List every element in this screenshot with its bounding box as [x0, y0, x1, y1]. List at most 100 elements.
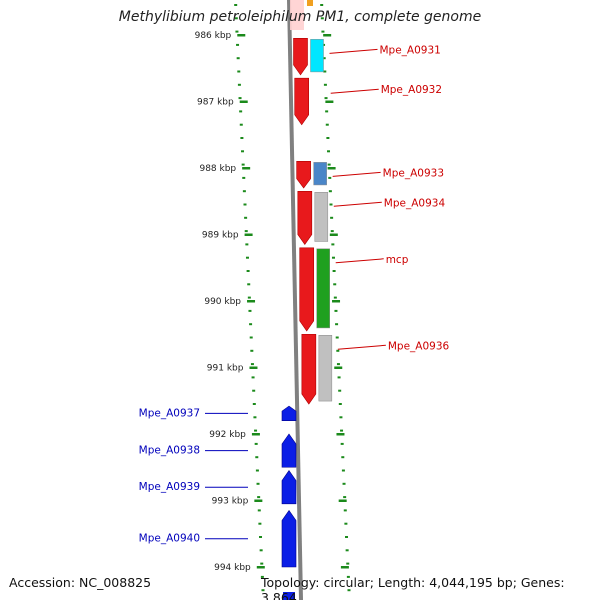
- gene-mpe-a0936-companion: [318, 335, 333, 402]
- scale-dot: [320, 17, 324, 20]
- scale-dot: [252, 403, 256, 405]
- scale-dot: [237, 70, 241, 73]
- scale-dot: [246, 270, 250, 272]
- gene-mpe-a0932-leader: [330, 88, 379, 94]
- scale-dot: [240, 137, 244, 139]
- major-tick-left: [254, 499, 263, 502]
- gene-mpe-a0932-label: Mpe_A0932: [381, 84, 442, 96]
- scale-dot: [237, 83, 241, 86]
- scale-dot: [347, 589, 351, 592]
- gene-mpe-a0934-arrow: [297, 190, 313, 245]
- scale-dot: [239, 110, 243, 113]
- gene-mpe-a0934-leader: [333, 201, 382, 207]
- scale-dot: [328, 176, 332, 179]
- scale-dot: [338, 389, 342, 392]
- scale-dot: [234, 4, 238, 6]
- major-tick-right: [336, 433, 345, 436]
- gene-mpe-a0933-label: Mpe_A0933: [383, 167, 444, 179]
- gene-mpe-a0933-leader: [332, 171, 381, 177]
- scale-dot: [252, 389, 256, 392]
- scale-dot: [245, 256, 249, 259]
- major-tick-left: [239, 100, 248, 103]
- scale-dot: [241, 163, 245, 166]
- major-tick-right: [327, 167, 336, 170]
- gene-mpe-a0940-label: Mpe_A0940: [139, 533, 200, 545]
- major-tick-right: [334, 366, 343, 369]
- scale-dot: [335, 336, 339, 339]
- major-tick-left: [247, 300, 256, 303]
- gene-fragment-bottom: [283, 592, 295, 600]
- scale-dot: [236, 43, 240, 46]
- major-tick-right: [338, 499, 347, 502]
- gene-mpe-a0934-companion: [314, 192, 329, 242]
- scale-dot: [331, 243, 335, 246]
- tick-label: 987 kbp: [197, 98, 234, 108]
- tick-label: 992 kbp: [209, 430, 246, 440]
- scale-dot: [259, 549, 263, 552]
- scale-dot: [343, 509, 347, 512]
- scale-dot: [243, 203, 247, 206]
- gene-mcp-arrow: [299, 247, 315, 332]
- genome-summary-text: Topology: circular; Length: 4,044,195 bp…: [261, 575, 565, 600]
- gene-mpe-a0934-label: Mpe_A0934: [384, 197, 446, 209]
- scale-dot: [331, 256, 335, 259]
- scale-dot: [345, 549, 349, 552]
- scale-dot: [257, 509, 261, 512]
- gene-mpe-a0936-leader: [337, 344, 386, 350]
- scale-dot: [249, 323, 253, 326]
- major-tick-left: [256, 566, 265, 569]
- scale-dot: [323, 70, 327, 73]
- tick-label: 989 kbp: [202, 231, 239, 241]
- scale-dot: [242, 190, 246, 193]
- scale-dot: [321, 30, 325, 33]
- scale-dot: [346, 562, 350, 565]
- scale-dot: [235, 30, 239, 33]
- scale-dot: [250, 349, 254, 352]
- accession-text: Accession: NC_008825: [9, 575, 152, 590]
- tick-label: 986 kbp: [195, 31, 232, 41]
- scale-dot: [343, 496, 347, 499]
- scale-dot: [325, 110, 329, 113]
- gene-mpe-a0940-arrow: [281, 509, 297, 568]
- tick-label: 988 kbp: [199, 164, 236, 174]
- scale-dot: [325, 123, 329, 126]
- scale-dot: [241, 150, 245, 153]
- inner-scale-dots: [320, 4, 351, 592]
- scale-dot: [242, 176, 246, 179]
- scale-dot: [332, 270, 336, 272]
- scale-dot: [328, 190, 332, 193]
- scale-dot: [260, 562, 264, 565]
- tick-label: 991 kbp: [207, 364, 244, 374]
- scale-dot: [254, 442, 258, 445]
- gene-mpe-a0933-arrow: [296, 161, 311, 189]
- scale-dot: [344, 522, 348, 525]
- scale-dot: [251, 376, 255, 379]
- scale-dot: [341, 456, 345, 459]
- scale-dot: [248, 309, 252, 312]
- major-tick-right: [325, 100, 334, 103]
- major-tick-left: [249, 366, 258, 369]
- gene-fragment-top: [290, 0, 304, 30]
- major-tick-right: [329, 233, 338, 236]
- major-tick-left: [251, 433, 260, 436]
- scale-dot: [340, 429, 344, 432]
- scale-dot: [342, 482, 346, 485]
- scale-dot: [322, 57, 326, 60]
- gene-mpe-a0931-label: Mpe_A0931: [380, 44, 441, 56]
- scale-dot: [327, 150, 331, 153]
- scale-dot: [239, 123, 243, 126]
- scale-dot: [253, 416, 257, 419]
- gene-mcp-label: mcp: [386, 254, 409, 266]
- scale-dot: [254, 429, 258, 432]
- scale-dot: [234, 17, 238, 20]
- gene-mpe-a0931-leader: [329, 48, 378, 54]
- scale-dot: [238, 97, 242, 100]
- scale-dot: [327, 163, 331, 166]
- scale-dot: [345, 536, 349, 538]
- major-tick-right: [323, 34, 332, 37]
- genome-backbone: [287, 0, 303, 600]
- outer-scale-dots: [234, 4, 265, 592]
- scale-dot: [261, 589, 265, 592]
- scale-dot: [244, 216, 248, 219]
